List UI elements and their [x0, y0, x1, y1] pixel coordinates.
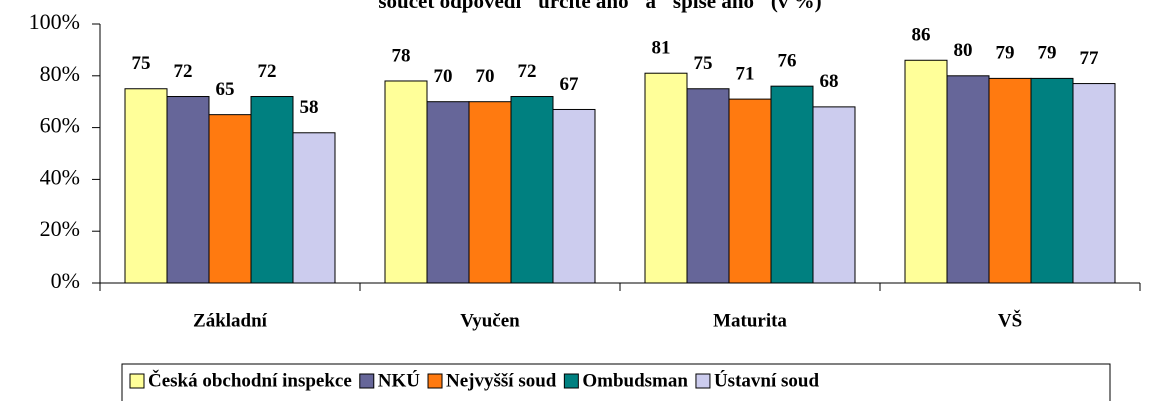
y-tick-label: 40% — [40, 164, 80, 189]
bar — [426, 101, 470, 284]
bar — [250, 96, 294, 284]
data-label: 77 — [1080, 48, 1100, 69]
data-label: 80 — [954, 40, 973, 61]
data-label: 71 — [736, 63, 755, 84]
data-label: 72 — [518, 61, 537, 82]
data-label: 75 — [694, 53, 713, 74]
y-tick-label: 20% — [40, 216, 80, 241]
y-tick-label: 0% — [51, 268, 80, 293]
bar — [644, 72, 688, 284]
y-tick-label: 100% — [29, 9, 80, 34]
data-label: 79 — [996, 43, 1015, 64]
x-tick-label: Maturita — [713, 310, 787, 331]
x-tick-label: VŠ — [998, 309, 1022, 331]
bar — [1030, 77, 1074, 284]
legend-swatch — [427, 373, 443, 389]
bar — [510, 96, 554, 284]
bar — [904, 59, 948, 284]
data-label: 67 — [560, 74, 580, 95]
bar — [292, 132, 336, 284]
bar — [770, 85, 814, 284]
bar — [812, 106, 856, 284]
data-label: 75 — [132, 53, 151, 74]
bar — [686, 88, 730, 284]
data-label: 78 — [392, 45, 411, 66]
legend-label: Nejvyšší soud — [446, 370, 557, 391]
data-label: 65 — [216, 79, 235, 100]
legend-label: Ombudsman — [582, 370, 688, 391]
data-label: 72 — [174, 61, 193, 82]
y-tick-label: 60% — [40, 113, 80, 138]
data-label: 68 — [820, 71, 839, 92]
legend-label: NKÚ — [378, 369, 421, 391]
bar — [384, 80, 428, 284]
data-label: 70 — [476, 66, 495, 87]
bar — [988, 77, 1032, 284]
legend-swatch — [359, 373, 375, 389]
x-tick-label: Základní — [193, 310, 268, 331]
legend-label: Ústavní soud — [714, 369, 819, 391]
data-label: 72 — [258, 61, 277, 82]
data-label: 79 — [1038, 43, 1057, 64]
chart-title: součet odpovědí "určitě ano" a "spíše an… — [378, 0, 821, 13]
bar — [468, 101, 512, 284]
data-label: 58 — [300, 97, 319, 118]
legend-swatch — [695, 373, 711, 389]
bar — [946, 75, 990, 284]
y-tick-label: 80% — [40, 61, 80, 86]
bar — [208, 114, 252, 284]
data-label: 86 — [912, 25, 931, 46]
data-label: 70 — [434, 66, 453, 87]
legend-swatch — [129, 373, 145, 389]
bar — [124, 88, 168, 284]
x-tick-label: Vyučen — [460, 310, 520, 331]
legend-swatch — [563, 373, 579, 389]
data-label: 76 — [778, 51, 797, 72]
bar — [728, 98, 772, 284]
bar — [552, 108, 596, 284]
legend-box — [121, 363, 1111, 401]
bar — [166, 96, 210, 284]
legend-label: Česká obchodní inspekce — [148, 369, 352, 391]
data-label: 81 — [652, 38, 671, 59]
bar — [1072, 83, 1116, 284]
